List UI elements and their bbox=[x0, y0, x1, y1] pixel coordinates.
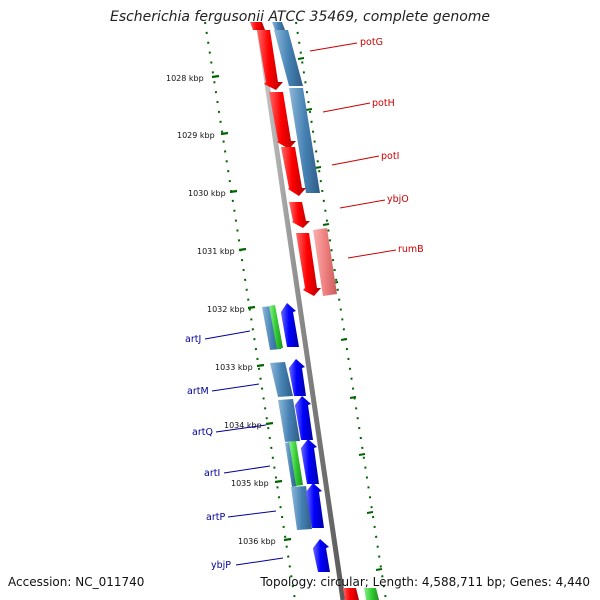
gene-label-artJ: artJ bbox=[185, 334, 201, 345]
map-title: Escherichia fergusonii ATCC 35469, compl… bbox=[109, 9, 491, 25]
reverse-gene-labels: artJ artM artQ artI artP ybjP bbox=[185, 334, 231, 571]
gene-label-potI: potI bbox=[381, 151, 399, 162]
gene-potH-arrow bbox=[269, 92, 296, 149]
gene-ybjO-arrow bbox=[289, 202, 310, 228]
green-feature-1 bbox=[269, 305, 283, 349]
tick-label-1036: 1036 kbp bbox=[238, 537, 276, 546]
forward-gene-labels: potG potH potI ybjO rumB bbox=[360, 37, 424, 255]
gene-artP-arrow bbox=[306, 483, 324, 528]
genome-backbone bbox=[255, 21, 346, 600]
inner-major-ticks bbox=[211, 74, 292, 542]
tick-label-1030: 1030 kbp bbox=[188, 189, 226, 198]
tick-label-1029: 1029 kbp bbox=[177, 131, 215, 140]
genome-stats-text: Topology: circular; Length: 4,588,711 bp… bbox=[260, 575, 590, 589]
forward-leaders bbox=[309, 42, 397, 259]
feature-top-steel bbox=[272, 22, 285, 30]
gene-label-artQ: artQ bbox=[192, 427, 213, 438]
gene-label-artM: artM bbox=[187, 386, 209, 397]
gene-label-rumB: rumB bbox=[398, 244, 424, 255]
tick-label-1031: 1031 kbp bbox=[197, 247, 235, 256]
gene-artI-arrow bbox=[301, 439, 319, 484]
gene-label-potG: potG bbox=[360, 37, 383, 48]
gene-label-artP: artP bbox=[206, 512, 225, 523]
accession-text: Accession: NC_011740 bbox=[8, 575, 145, 589]
reverse-leaders bbox=[204, 330, 284, 566]
green-feature-2 bbox=[289, 441, 303, 486]
gene-artJ-arrow bbox=[281, 303, 299, 347]
feature-top-red bbox=[250, 22, 265, 30]
tick-label-1034: 1034 kbp bbox=[224, 421, 262, 430]
gene-label-ybjO: ybjO bbox=[387, 194, 409, 205]
tick-label-1032: 1032 kbp bbox=[207, 305, 245, 314]
forward-cds-track bbox=[274, 30, 320, 193]
tick-label-1028: 1028 kbp bbox=[166, 74, 204, 83]
gene-label-ybjP: ybjP bbox=[211, 560, 231, 571]
forward-genes bbox=[257, 30, 337, 296]
tick-label-1035: 1035 kbp bbox=[231, 479, 269, 488]
gene-artM-arrow bbox=[289, 359, 306, 396]
reverse-genes bbox=[281, 303, 330, 572]
feature-bottom-red bbox=[343, 588, 359, 600]
gene-potI-arrow bbox=[281, 147, 306, 196]
feature-bottom-green bbox=[364, 588, 379, 600]
reverse-cds-track bbox=[262, 305, 312, 530]
gene-label-potH: potH bbox=[372, 98, 395, 109]
gene-rumB-arrow bbox=[296, 233, 321, 296]
tick-label-1033: 1033 kbp bbox=[215, 363, 253, 372]
gene-potG-arrow bbox=[257, 30, 283, 90]
tick-labels: 1028 kbp 1029 kbp 1030 kbp 1031 kbp 1032… bbox=[166, 74, 276, 546]
gene-artQ-arrow bbox=[295, 396, 313, 440]
gene-rumB-light bbox=[313, 228, 337, 296]
gene-label-artI: artI bbox=[204, 468, 220, 479]
gene-ybjP-arrow bbox=[313, 539, 330, 572]
